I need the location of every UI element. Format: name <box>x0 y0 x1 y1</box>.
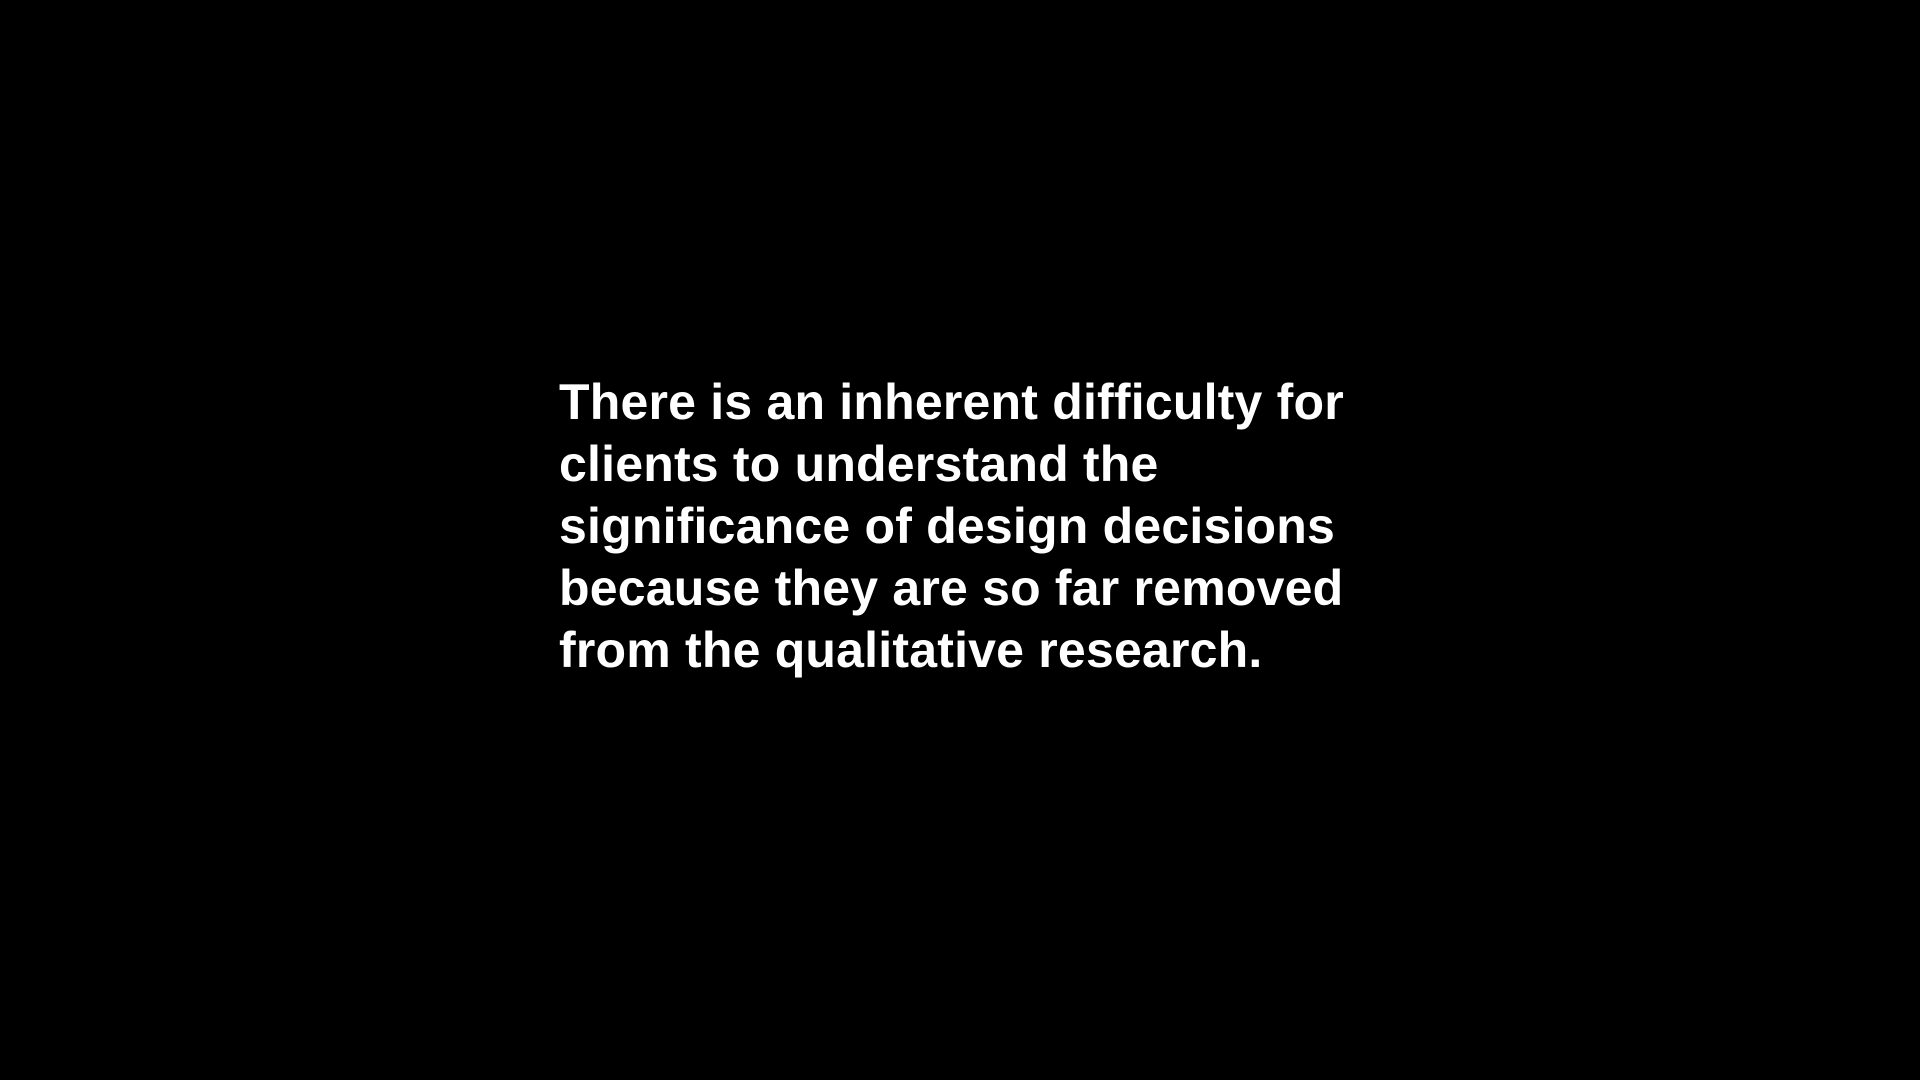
slide-quote: There is an inherent difficulty for clie… <box>559 371 1419 681</box>
quote-line-5: from the qualitative research. <box>559 622 1263 678</box>
quote-line-1: There is an inherent difficulty for <box>559 374 1344 430</box>
quote-line-4: because they are so far removed <box>559 560 1344 616</box>
quote-line-3: significance of design decisions <box>559 498 1336 554</box>
quote-line-2: clients to understand the <box>559 436 1159 492</box>
